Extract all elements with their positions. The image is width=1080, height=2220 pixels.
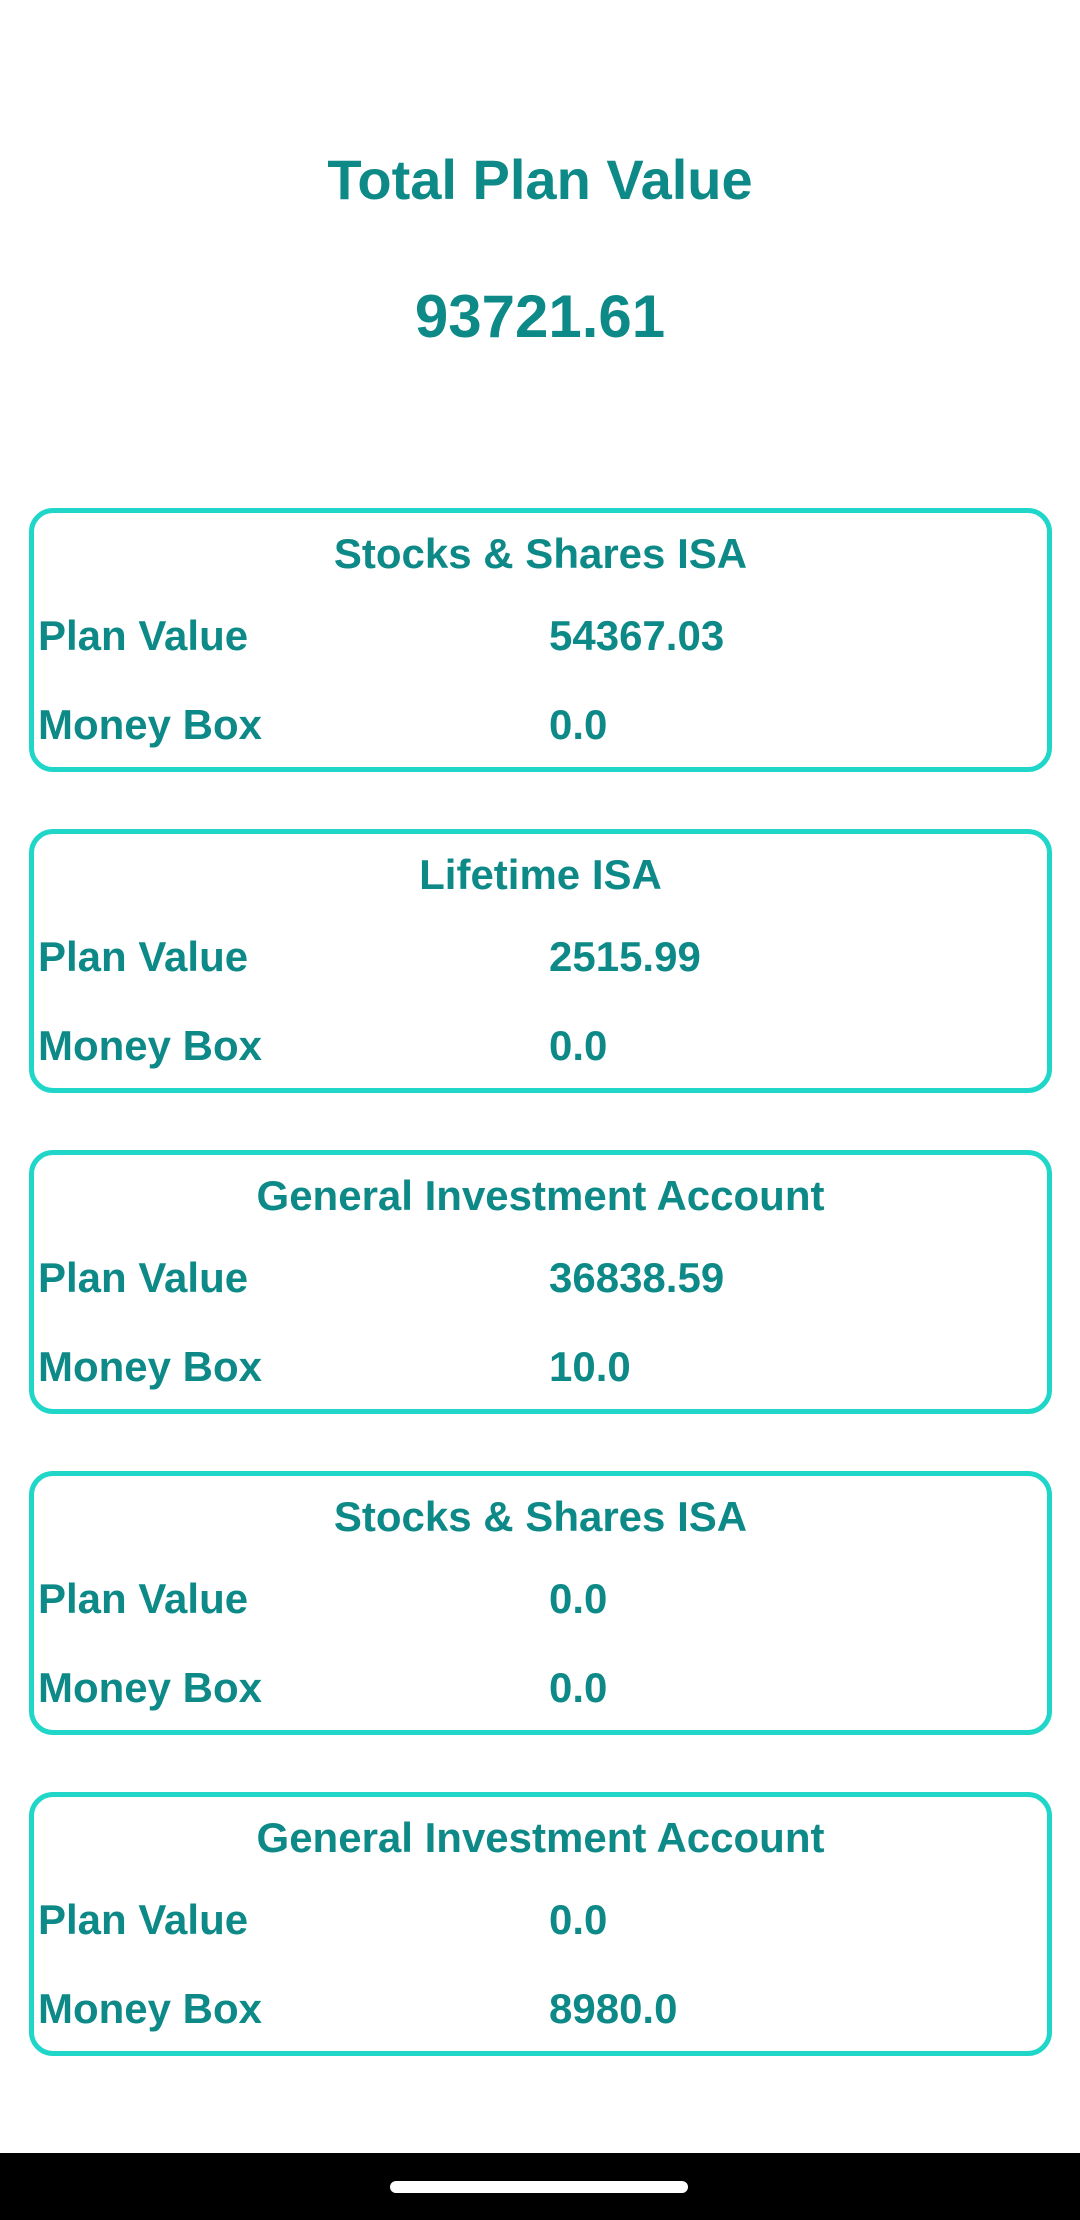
plan-value-amount: 0.0: [549, 1575, 608, 1622]
plan-value-row: Plan Value 36838.59: [34, 1250, 1047, 1306]
plan-card-title: Lifetime ISA: [419, 851, 662, 898]
plan-list: Stocks & Shares ISA Plan Value 54367.03 …: [29, 508, 1052, 2113]
plan-value-row: Plan Value 0.0: [34, 1571, 1047, 1627]
plan-card[interactable]: Stocks & Shares ISA Plan Value 0.0 Money…: [29, 1471, 1052, 1735]
plan-value-row: Plan Value 54367.03: [34, 608, 1047, 664]
money-box-row: Money Box 0.0: [34, 1660, 1047, 1716]
money-box-label: Money Box: [38, 1022, 263, 1069]
money-box-label: Money Box: [38, 1664, 263, 1711]
money-box-row: Money Box 0.0: [34, 1018, 1047, 1074]
money-box-amount: 0.0: [549, 1022, 608, 1069]
money-box-label: Money Box: [38, 1343, 263, 1390]
plan-card-title: Stocks & Shares ISA: [333, 530, 748, 577]
plan-value-label: Plan Value: [38, 1896, 249, 1943]
plan-value-amount: 36838.59: [549, 1254, 725, 1301]
plan-value-amount: 0.0: [549, 1896, 608, 1943]
plan-value-row: Plan Value 0.0: [34, 1892, 1047, 1948]
plan-value-label: Plan Value: [38, 612, 249, 659]
plan-card-title: Stocks & Shares ISA: [333, 1493, 748, 1540]
money-box-label: Money Box: [38, 1985, 263, 2032]
plan-value-label: Plan Value: [38, 933, 249, 980]
money-box-amount: 8980.0: [549, 1985, 678, 2032]
money-box-label: Money Box: [38, 701, 263, 748]
home-indicator[interactable]: [390, 2181, 688, 2193]
system-navigation-bar: [0, 2153, 1080, 2220]
money-box-amount: 0.0: [549, 701, 608, 748]
plan-value-row: Plan Value 2515.99: [34, 929, 1047, 985]
total-plan-value-amount: 93721.61: [414, 283, 666, 350]
plan-card[interactable]: General Investment Account Plan Value 0.…: [29, 1792, 1052, 2056]
money-box-row: Money Box 8980.0: [34, 1981, 1047, 2037]
money-box-amount: 0.0: [549, 1664, 608, 1711]
money-box-row: Money Box 0.0: [34, 697, 1047, 753]
plan-card[interactable]: Lifetime ISA Plan Value 2515.99 Money Bo…: [29, 829, 1052, 1093]
money-box-row: Money Box 10.0: [34, 1339, 1047, 1395]
plan-card[interactable]: General Investment Account Plan Value 36…: [29, 1150, 1052, 1414]
total-plan-value-title: Total Plan Value: [327, 148, 753, 211]
plan-value-amount: 54367.03: [549, 612, 725, 659]
plan-card-title: General Investment Account: [256, 1172, 825, 1219]
plan-value-label: Plan Value: [38, 1575, 249, 1622]
plan-card-title: General Investment Account: [256, 1814, 825, 1861]
plan-value-label: Plan Value: [38, 1254, 249, 1301]
plan-card[interactable]: Stocks & Shares ISA Plan Value 54367.03 …: [29, 508, 1052, 772]
money-box-amount: 10.0: [549, 1343, 631, 1390]
plan-value-amount: 2515.99: [549, 933, 701, 980]
